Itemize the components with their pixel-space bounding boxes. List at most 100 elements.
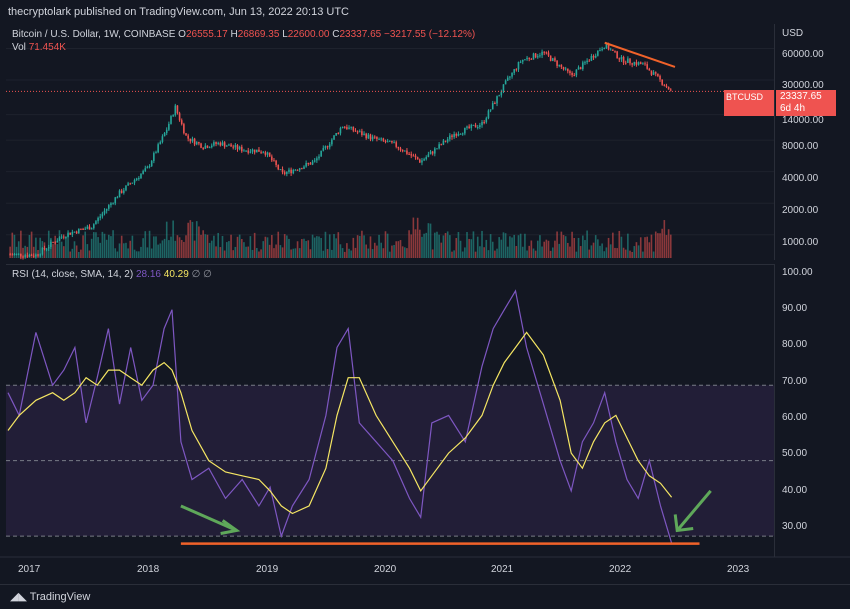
- volume-bar: [320, 237, 322, 258]
- candle-body: [191, 138, 194, 142]
- volume-bar: [483, 247, 485, 258]
- candle-body: [135, 178, 138, 181]
- candle-body: [292, 169, 295, 174]
- candle-body: [504, 80, 507, 85]
- volume-bar: [569, 246, 571, 258]
- candle-body: [326, 146, 329, 148]
- volume-bar: [646, 236, 648, 258]
- volume-bar: [466, 232, 468, 258]
- candle-body: [380, 138, 383, 140]
- volume-bar: [642, 251, 644, 258]
- candle-body: [150, 160, 153, 167]
- volume-bar: [67, 233, 69, 258]
- volume-bar: [170, 236, 172, 258]
- candle-body: [657, 73, 659, 76]
- candle-body: [198, 142, 200, 144]
- candle-body: [509, 76, 511, 78]
- volume-bar: [131, 235, 134, 258]
- candle-body: [335, 133, 337, 136]
- candle-body: [633, 62, 636, 65]
- candle-body: [571, 72, 573, 76]
- volume-value: 71.454K: [28, 42, 66, 53]
- volume-bar: [601, 243, 603, 258]
- volume-bar: [17, 241, 20, 258]
- green-arrow-right-shaft: [676, 489, 712, 532]
- candle-body: [597, 50, 599, 56]
- candle-body: [539, 55, 541, 57]
- open-value: 26555.17: [185, 29, 228, 40]
- volume-bar: [309, 249, 312, 258]
- price-pane[interactable]: [6, 24, 775, 260]
- volume-bar: [65, 236, 67, 258]
- volume-bar: [620, 236, 623, 258]
- candle-body: [168, 123, 170, 130]
- volume-bar: [148, 230, 151, 258]
- volume-bar: [560, 231, 563, 258]
- tradingview-logo[interactable]: ◢◣ TradingView: [10, 590, 90, 603]
- volume-bar: [187, 222, 189, 258]
- candle-body: [624, 62, 627, 64]
- candle-body: [45, 248, 48, 250]
- candle-body: [298, 168, 301, 171]
- candle-body: [395, 142, 398, 147]
- candle-body: [307, 163, 310, 165]
- candle-body: [176, 105, 179, 114]
- volume-bar: [185, 235, 187, 258]
- volume-bar: [86, 244, 89, 258]
- volume-bar: [163, 238, 166, 258]
- volume-bar: [416, 217, 419, 258]
- symbol-badge: BTCUSD: [724, 90, 774, 116]
- candle-body: [337, 133, 340, 135]
- candle-body: [178, 113, 181, 121]
- symbol-badge-label: BTCUSD: [726, 92, 764, 102]
- volume-bar: [669, 234, 672, 258]
- change-value: −3217.55 (−12.12%): [383, 29, 476, 40]
- candle-body: [262, 152, 265, 154]
- volume-bar: [489, 234, 492, 258]
- volume-bar: [60, 241, 63, 258]
- volume-bar: [221, 235, 224, 258]
- candle-body: [356, 131, 359, 133]
- candle-body: [138, 178, 140, 180]
- volume-bar: [549, 250, 552, 258]
- volume-bar: [361, 230, 363, 258]
- candle-body: [219, 142, 222, 146]
- volume-bar: [92, 232, 95, 258]
- volume-bar: [654, 231, 657, 258]
- candle-body: [52, 241, 54, 243]
- candle-body: [69, 232, 72, 235]
- price-tick: 1000.00: [782, 237, 819, 248]
- volume-bar: [41, 241, 44, 258]
- candle-body: [474, 124, 477, 128]
- time-tick: 2019: [256, 564, 279, 575]
- bar-countdown: 6d 4h: [780, 103, 806, 114]
- volume-bar: [219, 247, 222, 258]
- volume-bar: [644, 237, 646, 258]
- volume-bar: [271, 235, 273, 258]
- candle-body: [502, 84, 505, 92]
- candle-body: [234, 145, 237, 148]
- volume-bar: [590, 245, 593, 258]
- candle-body: [116, 197, 119, 199]
- candle-body: [187, 135, 189, 139]
- candle-body: [644, 63, 646, 65]
- candle-body: [62, 236, 65, 238]
- candle-body: [180, 120, 183, 125]
- candle-body: [378, 138, 380, 140]
- volume-bar: [30, 231, 33, 258]
- volume-bar: [427, 223, 430, 258]
- rsi-pane[interactable]: [6, 264, 775, 557]
- last-price-tag: 23337.65 6d 4h: [776, 90, 836, 116]
- volume-bar: [193, 240, 196, 258]
- candle-body: [588, 60, 591, 62]
- candle-body: [73, 231, 76, 233]
- candle-body: [601, 49, 603, 51]
- volume-bar: [438, 234, 440, 258]
- volume-bar: [328, 234, 331, 258]
- volume-bar: [225, 242, 228, 258]
- candle-body: [131, 182, 134, 184]
- volume-bar: [667, 229, 670, 258]
- volume-bar: [509, 236, 511, 258]
- volume-bar: [573, 237, 576, 258]
